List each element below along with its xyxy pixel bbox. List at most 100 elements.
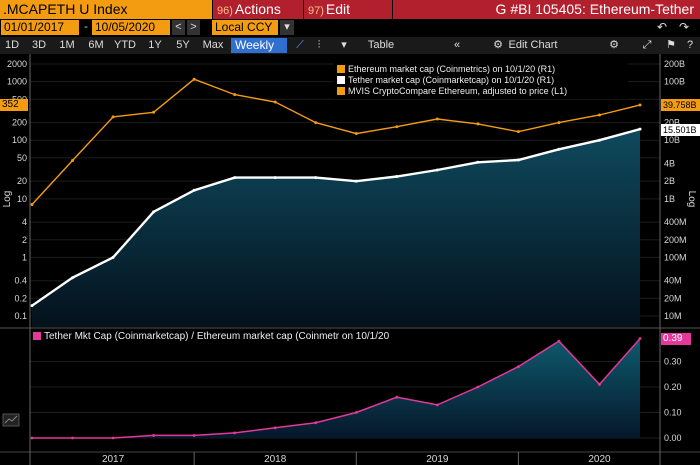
ticker-field[interactable]: .MCAPETH U Index (0, 0, 212, 19)
ratio-point (354, 411, 358, 414)
eth-point (476, 122, 480, 126)
eth-point (314, 121, 318, 125)
ratio-area (32, 338, 640, 438)
edit-chart-icon: ⚙ (493, 39, 503, 51)
eth-point (273, 100, 277, 104)
table-button[interactable]: Table (367, 39, 395, 51)
range-1d[interactable]: 1D (4, 39, 20, 51)
redo-icon[interactable]: ↷ (677, 20, 691, 35)
tether-market-cap-area (32, 129, 640, 327)
range-ytd[interactable]: YTD (114, 39, 136, 51)
left-tick-label: 10 (17, 194, 27, 204)
legend-swatch-orange-2 (337, 87, 345, 95)
window-title: G #BI 105405: Ethereum-Tether (393, 0, 700, 19)
currency-field[interactable]: Local CCY (212, 20, 278, 35)
undo-icon[interactable]: ↶ (655, 20, 669, 35)
actions-number: 96) (217, 5, 233, 17)
eth-point (152, 110, 156, 114)
eth-point (233, 93, 237, 97)
x-year-label: 2018 (264, 454, 287, 465)
eth-point (395, 125, 399, 129)
mini-chart-glyph (4, 415, 18, 424)
tether-point (638, 127, 642, 131)
legend-mvis-eth: MVIS CryptoCompare Ethereum, adjusted to… (337, 86, 624, 97)
next-period-icon[interactable]: > (187, 20, 200, 35)
lower-tick-label: 0.10 (664, 408, 682, 418)
ratio-point (233, 431, 237, 435)
legend-swatch-pink (33, 332, 41, 340)
eth-last-value-tag: 39.758B (661, 99, 700, 111)
range-1y[interactable]: 1Y (148, 39, 162, 51)
chart-type-dropdown-icon[interactable]: ▾ (341, 39, 347, 51)
tether-last-value-tag: 15.501B (661, 124, 700, 136)
range-3d[interactable]: 3D (31, 39, 47, 51)
end-date-field[interactable]: 10/05/2020 (92, 20, 170, 35)
range-6m[interactable]: 6M (88, 39, 104, 51)
ratio-point (111, 436, 115, 440)
ethereum-market-cap-line (31, 78, 641, 205)
legend-tether-marketcap-text: Tether market cap (Coinmarketcap) on 10/… (348, 75, 555, 85)
ratio-line (32, 338, 641, 439)
range-max[interactable]: Max (202, 39, 224, 51)
prev-period-icon[interactable]: < (172, 20, 185, 35)
flag-icon[interactable]: ⚑ (666, 39, 676, 51)
right-tick-label: 20M (664, 293, 682, 303)
edit-button[interactable]: 97) Edit (304, 0, 392, 19)
eth-point (435, 117, 439, 121)
right-tick-label: 40M (664, 276, 682, 286)
currency-dropdown-icon[interactable]: ▾ (280, 20, 294, 35)
legend-eth-marketcap: Ethereum market cap (Coinmetrics) on 10/… (337, 64, 624, 75)
x-year-label: 2017 (102, 454, 125, 465)
ratio-point (152, 434, 156, 437)
line-chart-icon[interactable]: ⟋ (296, 39, 304, 51)
left-tick-label: 0.4 (14, 276, 27, 286)
right-tick-label: 10B (664, 135, 680, 145)
left-tick-label: 4 (22, 217, 27, 227)
right-tick-label: 2B (664, 176, 675, 186)
actions-button[interactable]: 96) Actions (213, 0, 303, 19)
range-5y[interactable]: 5Y (176, 39, 190, 51)
eth-point (71, 159, 75, 163)
right-tick-label: 1B (664, 194, 675, 204)
legend-swatch-orange (337, 65, 345, 73)
help-icon[interactable]: ? (686, 39, 694, 51)
bar-chart-icon[interactable]: ⫶ (317, 39, 321, 51)
ratio-point (517, 365, 520, 368)
settings-icon[interactable]: ⚙ (609, 39, 619, 51)
ratio-point (435, 403, 439, 407)
tether-point (557, 147, 561, 151)
edit-label: Edit (325, 1, 351, 17)
tether-point (30, 304, 34, 308)
ratio-point (30, 436, 34, 440)
eth-point (111, 115, 115, 119)
upper-legend: Ethereum market cap (Coinmetrics) on 10/… (333, 62, 628, 99)
left-last-value-tag: 352 (0, 99, 28, 111)
tether-point (597, 138, 601, 142)
x-year-label: 2020 (588, 454, 611, 465)
right-axis-label: Log (686, 191, 697, 208)
ratio-point (557, 339, 561, 343)
tether-point (152, 210, 156, 214)
tether-point (314, 176, 318, 180)
start-date-field[interactable]: 01/01/2017 (1, 20, 79, 35)
range-toolbar (0, 37, 700, 54)
date-separator: - (81, 20, 91, 35)
range-1m[interactable]: 1M (59, 39, 75, 51)
lower-legend: Tether Mkt Cap (Coinmarketcap) / Ethereu… (33, 331, 389, 343)
edit-chart-button[interactable]: Edit Chart (508, 39, 558, 51)
tether-market-cap-line (31, 127, 641, 307)
legend-mvis-eth-text: MVIS CryptoCompare Ethereum, adjusted to… (348, 86, 568, 96)
ratio-point (192, 434, 196, 437)
right-tick-label: 400M (664, 217, 687, 227)
lower-tick-label: 0.00 (664, 433, 682, 443)
tether-point (233, 176, 237, 180)
lower-tick-label: 0.30 (664, 357, 682, 367)
expand-icon[interactable]: ⤢ (642, 39, 652, 51)
collapse-icon[interactable]: « (453, 39, 461, 51)
right-tick-label: 200M (664, 235, 687, 245)
eth-point (192, 77, 196, 81)
period-dropdown[interactable]: Weekly ▼ (231, 38, 287, 67)
tether-point (111, 255, 115, 259)
right-tick-label: 100B (664, 77, 685, 87)
eth-point (638, 103, 642, 107)
